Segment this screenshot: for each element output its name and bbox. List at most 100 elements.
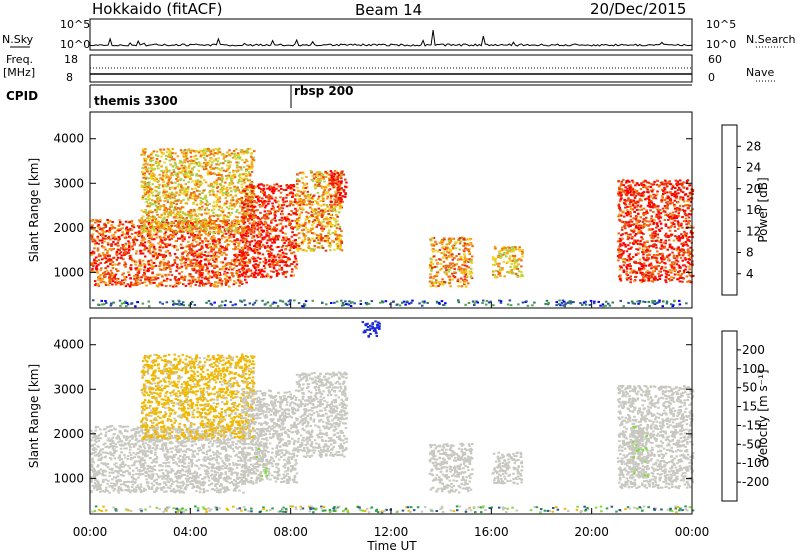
data-cell [144,160,147,163]
data-cell [198,252,201,255]
data-cell [193,150,196,153]
data-cell [219,191,222,194]
data-cell [247,248,250,251]
data-cell [187,213,190,216]
data-cell [264,217,268,220]
data-cell [657,265,661,267]
data-cell [101,251,105,254]
data-cell [325,186,328,189]
data-cell [445,250,449,253]
data-cell [648,245,651,247]
data-cell [659,181,663,184]
data-cell [179,281,182,284]
data-cell [263,267,267,270]
data-cell [650,274,653,277]
data-cell [161,221,164,224]
data-cell [136,268,140,271]
data-cell [248,258,252,261]
data-cell [253,274,256,277]
data-cell [142,163,145,166]
data-cell [516,259,519,262]
data-cell [193,197,197,200]
data-cell [181,161,184,164]
data-cell [240,180,244,183]
data-cell [465,244,468,247]
data-cell [320,204,323,207]
data-cell [275,274,279,277]
data-cell [242,217,246,220]
data-cell [196,197,199,200]
data-cell [213,246,217,249]
data-cell [229,213,232,216]
data-cell [329,213,332,216]
data-cell [115,278,118,281]
data-cell [236,239,239,242]
data-cell [281,227,284,230]
data-cell [326,197,329,200]
data-cell [193,258,196,261]
data-cell [633,196,637,199]
data-cell [251,224,254,227]
data-cell [201,273,204,276]
data-cell [276,210,279,213]
data-cell [227,161,230,164]
data-cell [231,174,235,177]
data-cell [232,204,236,207]
data-cell [306,228,309,231]
data-cell [147,234,150,237]
data-cell [682,269,686,272]
data-cell [650,264,653,267]
data-cell [185,187,188,190]
data-cell [170,264,174,267]
data-cell [299,224,302,227]
data-cell [296,183,299,185]
data-cell [329,249,332,252]
data-cell [287,185,291,187]
data-cell [164,268,167,271]
data-cell [691,208,694,211]
data-cell [241,274,244,277]
data-cell [211,238,214,241]
data-cell [200,182,204,185]
data-cell [221,186,224,189]
data-cell [281,204,284,207]
data-cell [253,244,257,247]
data-cell [192,255,196,258]
data-cell [157,162,160,165]
data-cell [169,153,172,156]
data-cell [207,262,211,265]
data-cell [445,243,448,246]
data-cell [463,242,467,245]
data-cell [502,246,506,248]
data-cell [617,192,620,195]
data-cell [291,195,294,198]
data-cell [250,170,254,173]
data-cell [236,209,239,212]
data-cell [132,226,136,229]
data-cell [151,228,154,231]
data-cell [246,203,249,206]
data-cell [143,244,146,247]
data-cell [129,268,133,271]
data-cell [258,247,262,250]
data-cell [154,248,157,251]
data-cell [327,220,330,223]
data-cell [257,226,261,229]
data-cell [237,231,241,234]
data-cell [144,245,147,248]
data-cell [236,256,239,259]
data-cell [245,213,249,215]
data-cell [637,184,641,187]
data-cell [177,224,180,227]
data-cell [90,225,94,228]
data-cell [338,188,341,191]
data-cell [211,222,214,225]
data-cell [99,219,102,222]
data-cell [150,259,153,262]
data-cell [513,266,517,269]
data-cell [136,233,140,236]
data-cell [200,229,203,232]
data-cell [144,150,147,153]
data-cell [265,196,268,199]
data-cell [285,205,289,208]
